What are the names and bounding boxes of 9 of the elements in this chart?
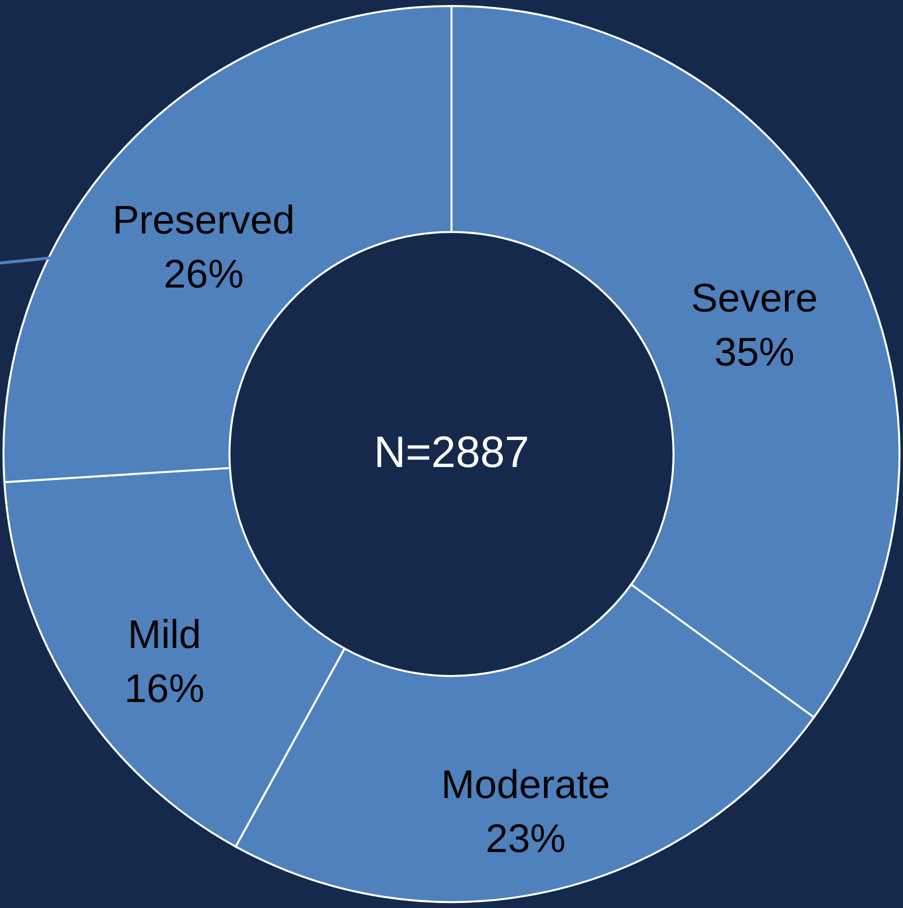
data-label: 35% [714, 330, 794, 375]
slice-label: Mild [128, 613, 202, 658]
text: N=2887 [374, 428, 530, 477]
data-label: 16% [124, 667, 204, 712]
slice-label: Severe [691, 276, 818, 321]
slice-label: Moderate [441, 762, 610, 807]
data-label: 26% [164, 252, 244, 296]
data-label: 23% [486, 816, 566, 861]
slice-label: Preserved [112, 198, 295, 242]
